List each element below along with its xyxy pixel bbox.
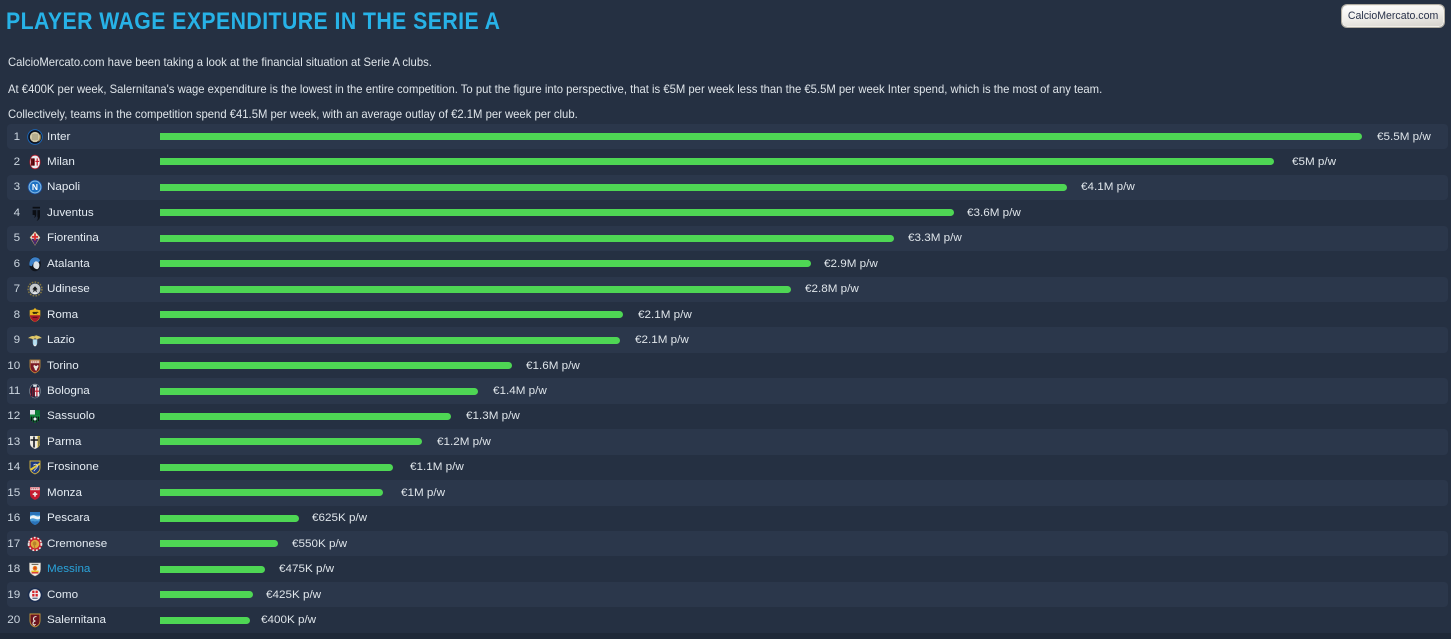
- svg-text:N: N: [31, 182, 37, 192]
